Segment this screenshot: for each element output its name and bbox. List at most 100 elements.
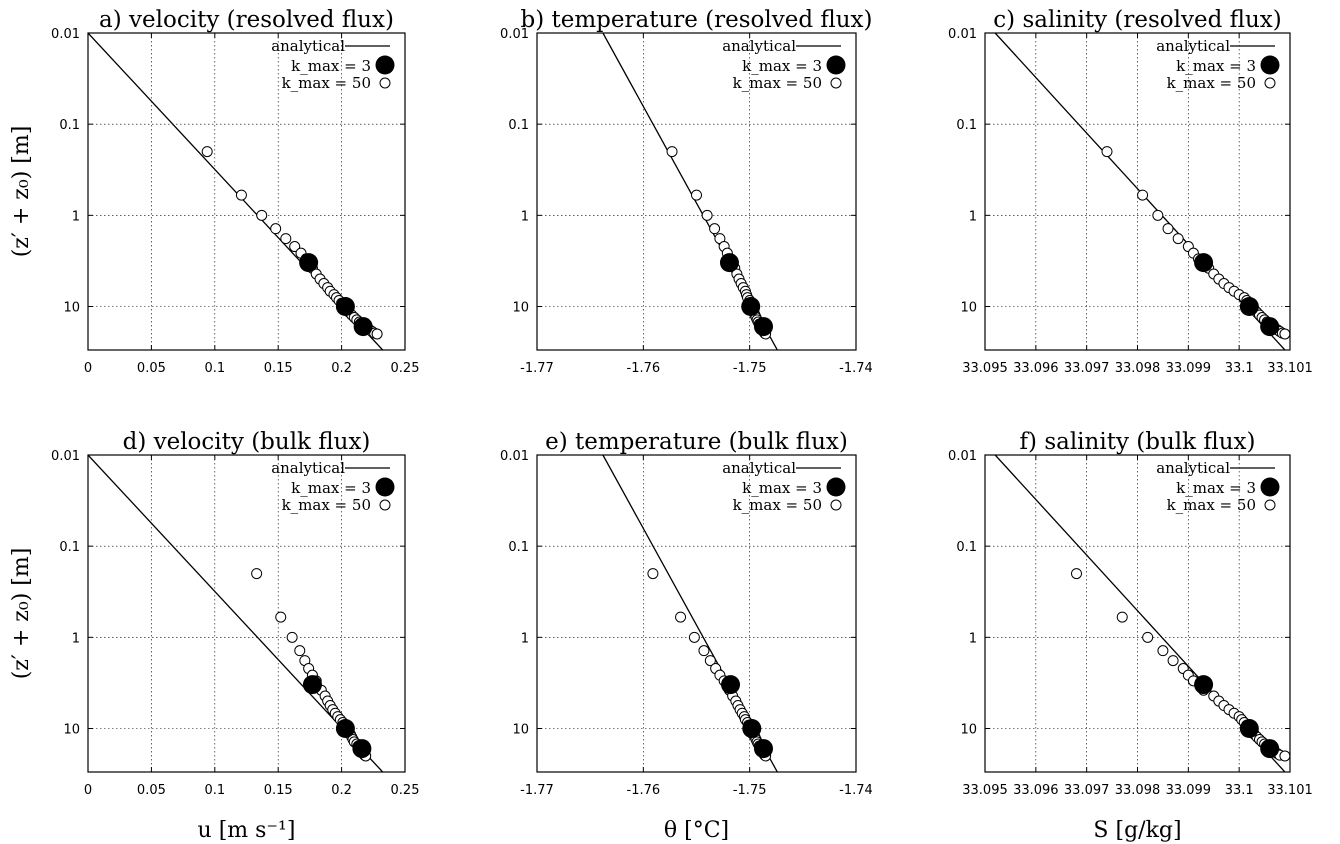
- panel-title: a) velocity (resolved flux): [99, 7, 394, 33]
- legend-marker-kmax3: [375, 477, 395, 497]
- point-kmax3: [1194, 253, 1214, 273]
- y-tick-label: 0.1: [59, 540, 80, 555]
- x-tick-label: -1.75: [733, 783, 767, 798]
- legend-label-analytical: analytical: [1156, 37, 1230, 55]
- x-tick-label: 0.25: [391, 361, 420, 376]
- point-kmax3: [302, 675, 322, 695]
- x-tick-label: 0.1: [204, 783, 225, 798]
- point-kmax50: [201, 146, 213, 158]
- x-tick-label: 0.05: [137, 361, 166, 376]
- legend-label-kmax50: k_max = 50: [282, 496, 371, 514]
- y-axis-label: (z′ + z₀) [m]: [9, 126, 34, 258]
- x-tick-label: -1.76: [627, 361, 661, 376]
- point-kmax50: [286, 631, 298, 643]
- plot-area: [602, 455, 778, 772]
- panel-6: 33.095 33.096 33.097 33.098 33.099 33.1 33.101…: [948, 429, 1313, 843]
- point-kmax3: [741, 297, 761, 317]
- x-tick-label: 0.25: [391, 783, 420, 798]
- y-tick-label: 1: [521, 209, 529, 224]
- legend-label-analytical: analytical: [722, 37, 796, 55]
- x-tick-label: 33.1: [1225, 783, 1254, 798]
- x-tick-label: 0.2: [331, 783, 352, 798]
- point-kmax50: [704, 655, 716, 667]
- legend-label-kmax3: k_max = 3: [742, 57, 822, 75]
- legend-marker-kmax50: [379, 499, 391, 511]
- legend-label-kmax3: k_max = 3: [1176, 57, 1256, 75]
- x-tick-label: 33.098: [1115, 361, 1161, 376]
- legend-marker-kmax3: [375, 55, 395, 75]
- axes-frame: [87, 32, 406, 351]
- x-tick-label: 0.1: [204, 361, 225, 376]
- y-tick-label: 0.01: [51, 449, 80, 464]
- y-tick-label: 10: [960, 723, 977, 738]
- point-kmax50: [294, 645, 306, 657]
- plot-area: [88, 33, 384, 350]
- y-tick-label: 10: [512, 723, 529, 738]
- legend: analytical k_max = 3k_max = 50: [271, 37, 395, 92]
- y-tick-label: 10: [512, 301, 529, 316]
- point-kmax50: [1167, 655, 1179, 667]
- legend-label-kmax50: k_max = 50: [1167, 74, 1256, 92]
- x-tick-label: 33.101: [1267, 361, 1313, 376]
- legend: analytical k_max = 3k_max = 50: [1156, 37, 1280, 92]
- x-tick-label: 0: [84, 361, 92, 376]
- legend-label-kmax50: k_max = 50: [282, 74, 371, 92]
- point-kmax50: [1172, 233, 1184, 245]
- panel-title: f) salinity (bulk flux): [1020, 429, 1256, 455]
- x-tick-label: -1.76: [627, 783, 661, 798]
- panel-title: b) temperature (resolved flux): [520, 7, 872, 33]
- legend-label-analytical: analytical: [1156, 459, 1230, 477]
- x-tick-label: 33.101: [1267, 783, 1313, 798]
- x-tick-label: 33.1: [1225, 361, 1254, 376]
- plot-area: [994, 33, 1290, 350]
- y-axis-label: (z′ + z₀) [m]: [9, 548, 34, 680]
- y-tick-label: 10: [960, 301, 977, 316]
- point-kmax3: [721, 675, 741, 695]
- y-tick-label: 1: [969, 209, 977, 224]
- legend-label-kmax50: k_max = 50: [1167, 496, 1256, 514]
- legend-label-kmax3: k_max = 3: [1176, 479, 1256, 497]
- point-kmax3: [753, 317, 773, 337]
- point-kmax50: [280, 233, 292, 245]
- x-axis-label: S [g/kg]: [1093, 818, 1181, 843]
- y-tick-label: 1: [521, 631, 529, 646]
- panel-title: c) salinity (resolved flux): [993, 7, 1281, 33]
- y-tick-label: 0.01: [51, 27, 80, 42]
- point-kmax50: [275, 611, 287, 623]
- x-tick-label: 33.096: [1013, 361, 1059, 376]
- point-kmax50: [371, 328, 383, 340]
- point-kmax50: [1152, 209, 1164, 221]
- x-tick-label: 33.095: [962, 361, 1008, 376]
- point-kmax50: [1116, 611, 1128, 623]
- legend-label-kmax50: k_max = 50: [733, 496, 822, 514]
- point-kmax50: [251, 568, 263, 580]
- plot-area: [994, 455, 1290, 772]
- point-kmax50: [289, 241, 301, 253]
- point-kmax3: [352, 739, 372, 759]
- point-kmax50: [675, 611, 687, 623]
- point-kmax50: [709, 223, 721, 235]
- legend-label-kmax3: k_max = 3: [291, 57, 371, 75]
- x-tick-label: 0: [84, 783, 92, 798]
- x-axis-label: θ [°C]: [664, 818, 729, 843]
- point-kmax3: [719, 253, 739, 273]
- x-tick-label: 0.15: [264, 361, 293, 376]
- x-tick-label: 33.099: [1166, 361, 1212, 376]
- y-tick-label: 0.01: [948, 449, 977, 464]
- point-kmax3: [299, 253, 319, 273]
- legend: analytical k_max = 3k_max = 50: [722, 37, 846, 92]
- panel-4: 0 0.05 0.1 0.15 0.2 0.25 0.01 0.1 1 10 d) velocity…: [9, 429, 419, 843]
- x-tick-label: 0.05: [137, 783, 166, 798]
- y-tick-label: 0.01: [948, 27, 977, 42]
- axes-frame: [536, 454, 857, 773]
- legend: analytical k_max = 3k_max = 50: [271, 459, 395, 514]
- legend-label-kmax50: k_max = 50: [733, 74, 822, 92]
- legend-marker-kmax3: [826, 55, 846, 75]
- point-kmax3: [353, 317, 373, 337]
- point-kmax50: [666, 146, 678, 158]
- y-tick-label: 1: [969, 631, 977, 646]
- x-tick-label: -1.74: [839, 361, 873, 376]
- panel-5: -1.77 -1.76 -1.75 -1.74 0.01 0.1 1 10 e) tempera…: [500, 429, 873, 843]
- x-tick-label: 33.098: [1115, 783, 1161, 798]
- legend-marker-kmax3: [1260, 55, 1280, 75]
